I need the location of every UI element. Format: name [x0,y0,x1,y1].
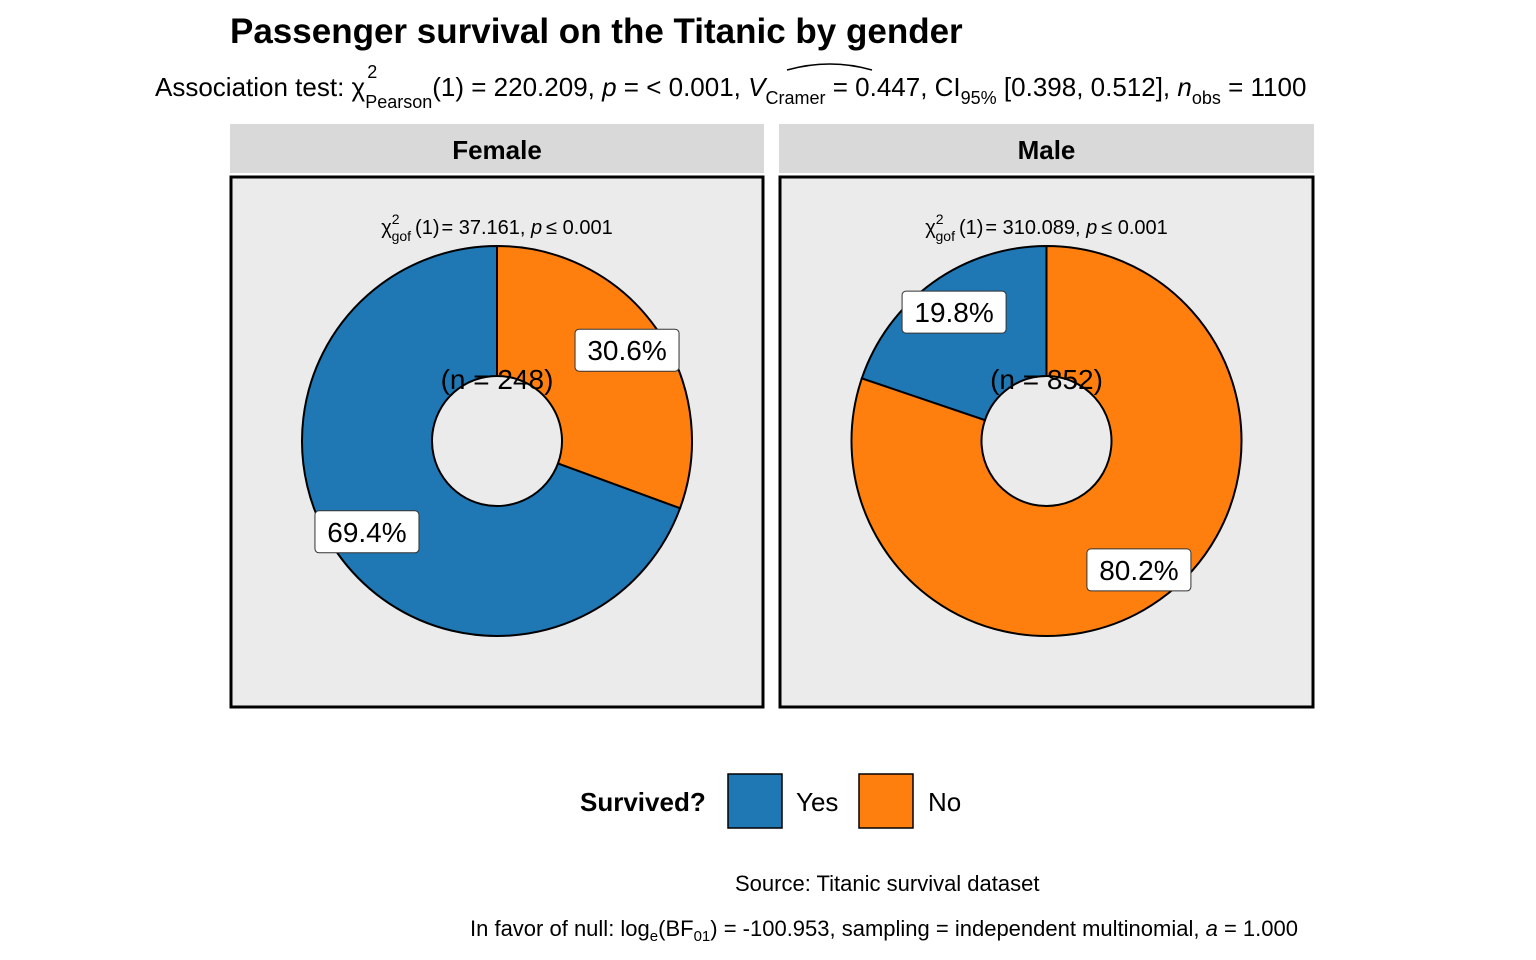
data-label-box-no [574,328,680,372]
slice-no [850,244,1243,637]
legend-label-no: No [928,787,961,817]
data-label-no: 80.2% [1099,555,1178,586]
legend: Survived? Yes No [580,773,961,829]
n-label: (n = 852) [990,364,1103,395]
facet-strip-label: Male [1018,135,1076,165]
legend-label-yes: Yes [796,787,838,817]
facets: Female χ2 gof (1) = 37.161, p ≤ 0.001 (n = 248… [229,124,1315,709]
data-label-yes: 19.8% [914,297,993,328]
data-label-yes: 69.4% [327,517,406,548]
legend-title: Survived? [580,787,706,817]
facet-strip [230,124,764,173]
chart-subtitle: Association test: χ 2 Pearson(1) = 220.209… [155,62,1306,112]
data-label-box-yes [314,510,420,554]
data-label-box-no [1086,548,1192,592]
v-hat-mark [786,63,873,71]
n-label: (n = 248) [441,364,554,395]
facet-test-statistic: χ2 gof (1) = 310.089, p ≤ 0.001 [925,211,1168,244]
caption-bayes: In favor of null: loge(BF01) = -100.953,… [470,916,1298,945]
data-label-no: 30.6% [587,335,666,366]
legend-key-no [858,773,914,829]
slice-no [496,244,693,510]
facet-strip-label: Female [452,135,542,165]
facet-test-statistic: χ2 gof (1) = 37.161, p ≤ 0.001 [381,211,612,244]
facet-female: Female χ2 gof (1) = 37.161, p ≤ 0.001 (n = 248… [229,124,765,709]
legend-key-yes [727,773,783,829]
data-label-box-yes [901,290,1007,334]
chart-title: Passenger survival on the Titanic by gen… [230,12,963,51]
facet-strip [779,124,1314,173]
facet-male: Male χ2 gof (1) = 310.089, p ≤ 0.001 (n = 852)… [778,124,1315,709]
caption-source: Source: Titanic survival dataset [735,871,1039,896]
